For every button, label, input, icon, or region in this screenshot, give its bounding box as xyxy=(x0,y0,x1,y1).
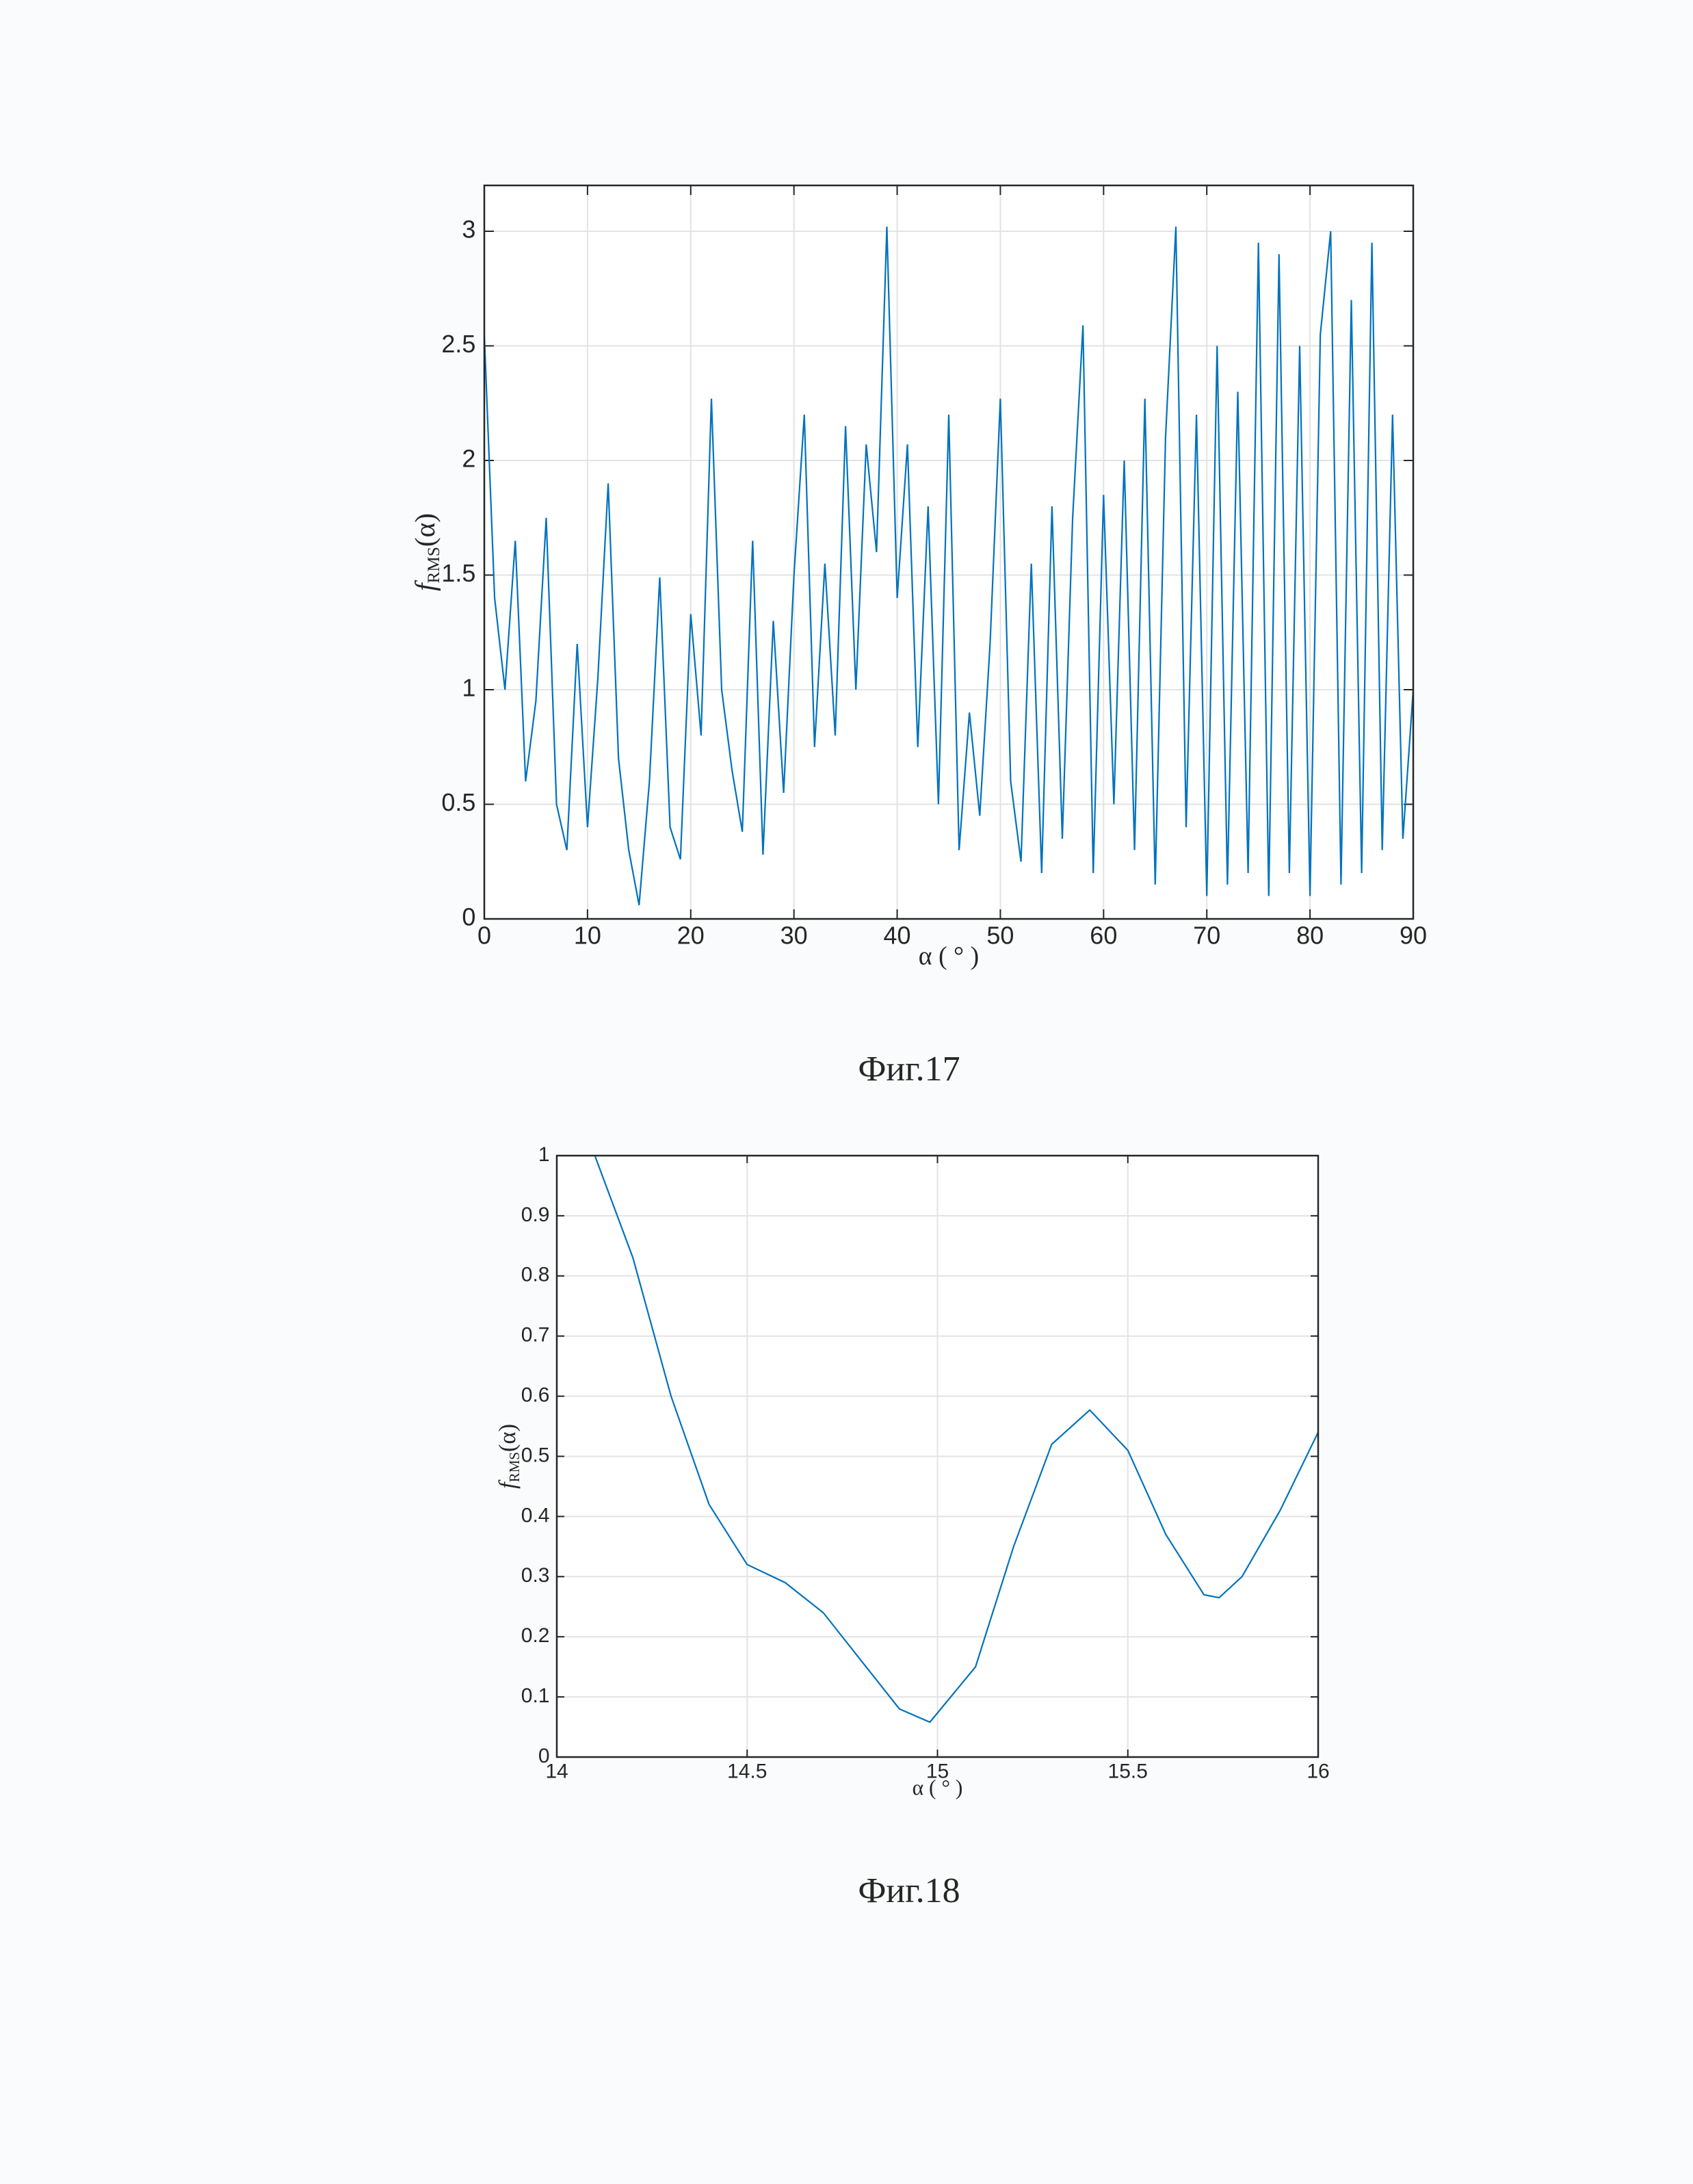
y-tick-label: 1.5 xyxy=(441,559,475,587)
y-tick-label: 0.7 xyxy=(521,1324,550,1347)
x-tick-label: 14.5 xyxy=(727,1760,767,1782)
y-label-sub: RMS xyxy=(425,547,443,583)
x-tick-label: 80 xyxy=(1296,922,1324,950)
y-tick-label: 2.5 xyxy=(441,330,475,358)
y-tick-label: 2 xyxy=(462,445,475,473)
x-tick-label: 60 xyxy=(1090,922,1117,950)
x-tick-label: 20 xyxy=(677,922,705,950)
y-tick-label: 0.8 xyxy=(521,1264,550,1286)
y-axis-label: fRMS(α) xyxy=(409,513,443,591)
y-label-arg: (α) xyxy=(495,1424,521,1452)
x-tick-label: 70 xyxy=(1193,922,1220,950)
y-tick-label: 0 xyxy=(538,1745,550,1767)
y-tick-label: 0.5 xyxy=(441,788,475,816)
y-axis-label: fRMS(α) xyxy=(495,1424,523,1489)
x-tick-label: 15.5 xyxy=(1108,1760,1148,1782)
y-tick-label: 0 xyxy=(462,903,475,931)
y-tick-label: 0.6 xyxy=(521,1384,550,1407)
y-label-sub: RMS xyxy=(506,1452,523,1482)
y-tick-label: 0.9 xyxy=(521,1204,550,1226)
y-tick-label: 0.1 xyxy=(521,1685,550,1707)
y-tick-label: 1 xyxy=(462,674,475,702)
x-axis-label: α ( ° ) xyxy=(919,941,979,970)
figure-caption: Фиг.18 xyxy=(858,1871,960,1910)
x-axis-label: α ( ° ) xyxy=(913,1776,963,1799)
x-tick-label: 10 xyxy=(574,922,601,950)
x-tick-label: 0 xyxy=(477,922,491,950)
y-tick-label: 0.3 xyxy=(521,1564,550,1587)
y-tick-label: 1 xyxy=(538,1143,550,1166)
x-tick-label: 90 xyxy=(1400,922,1427,950)
y-tick-label: 0.5 xyxy=(521,1444,550,1466)
x-tick-label: 50 xyxy=(986,922,1014,950)
x-tick-label: 40 xyxy=(884,922,911,950)
y-tick-label: 0.2 xyxy=(521,1624,550,1647)
x-tick-label: 16 xyxy=(1307,1760,1329,1782)
y-tick-label: 3 xyxy=(462,216,475,244)
x-tick-label: 30 xyxy=(780,922,808,950)
figure-caption: Фиг.17 xyxy=(858,1050,960,1089)
y-tick-label: 0.4 xyxy=(521,1504,550,1526)
y-label-arg: (α) xyxy=(409,513,441,547)
